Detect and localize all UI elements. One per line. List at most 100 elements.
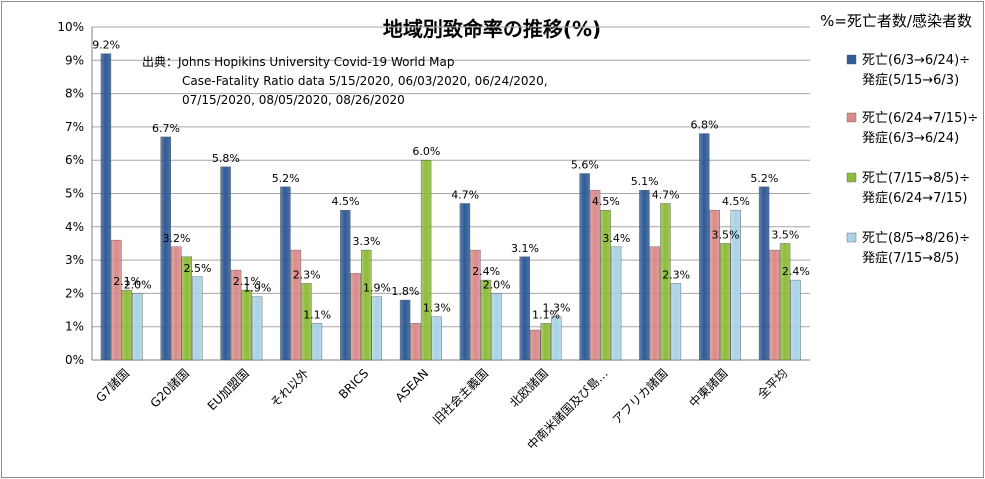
data-label: 5.2%	[272, 172, 300, 185]
x-category-label: アフリカ諸国	[609, 366, 671, 428]
data-label: 4.7%	[652, 188, 680, 201]
bar	[600, 209, 611, 361]
bar	[790, 279, 801, 361]
data-label: 2.3%	[293, 268, 321, 281]
data-label: 9.2%	[92, 39, 120, 52]
y-tick-label: 3%	[65, 253, 84, 267]
bar	[769, 249, 780, 361]
bar	[720, 243, 731, 361]
data-label: 3.5%	[712, 228, 740, 241]
x-category-label: EU加盟国	[205, 366, 252, 413]
data-label: 4.7%	[451, 188, 479, 201]
data-label: 6.7%	[152, 122, 180, 135]
bar	[171, 246, 182, 361]
data-label: 1.9%	[363, 282, 391, 295]
y-tick-label: 6%	[65, 153, 84, 167]
data-label: 2.1%	[113, 275, 141, 288]
bar	[220, 166, 231, 361]
bar	[132, 293, 143, 361]
x-category-label: 旧社会主義国	[430, 366, 492, 428]
x-category-label: ASEAN	[393, 366, 432, 405]
chart-title: 地域別致命率の推移(%)	[383, 17, 601, 41]
data-label: 4.5%	[592, 195, 620, 208]
bar	[160, 136, 171, 361]
y-tick-label: 7%	[65, 120, 84, 134]
x-category-label: 全平均	[754, 366, 790, 402]
data-labels: 9.2%2.1%2.0%6.7%3.2%2.5%5.8%2.1%1.9%5.2%…	[92, 39, 810, 322]
bar	[660, 203, 671, 361]
bar	[241, 289, 252, 361]
data-label: 3.3%	[353, 235, 381, 248]
bar	[779, 243, 791, 361]
data-label: 3.1%	[511, 242, 539, 255]
bar	[410, 323, 421, 361]
bar	[350, 273, 361, 361]
legend-label: 発症(7/15→8/5)	[862, 251, 959, 266]
bar	[639, 189, 650, 361]
legend-label: 発症(6/3→6/24)	[862, 131, 959, 146]
bar	[251, 296, 263, 361]
data-label: 3.5%	[771, 228, 799, 241]
data-label: 1.8%	[391, 285, 419, 298]
bar	[699, 133, 710, 361]
source-line-1: 出典：Johns Hopikins University Covid-19 Wo…	[142, 55, 455, 69]
x-category-label: BRICS	[336, 366, 371, 401]
data-label: 2.4%	[782, 265, 810, 278]
data-label: 1.9%	[243, 282, 271, 295]
data-label: 4.5%	[722, 195, 750, 208]
bar	[589, 189, 601, 361]
data-label: 2.0%	[124, 278, 152, 291]
y-tick-label: 4%	[65, 220, 84, 234]
legend-swatch	[846, 232, 857, 243]
y-tick-label: 5%	[65, 187, 84, 201]
legend-label: 死亡(6/24→7/15)÷	[862, 111, 978, 126]
source-line-3: 07/15/2020, 08/05/2020, 08/26/2020	[182, 93, 405, 107]
x-axis-categories: G7諸国 G20諸国 EU加盟国 それ以外 BRICS ASEAN 旧社会主義国 北欧諸国中南…	[92, 366, 790, 453]
bars	[100, 53, 801, 361]
data-label: 1.3%	[543, 302, 571, 315]
data-label: 3.4%	[602, 232, 630, 245]
gridlines	[91, 26, 810, 361]
bar	[121, 289, 133, 361]
legend-swatch	[846, 54, 857, 65]
bar	[192, 276, 203, 361]
data-label: 5.1%	[631, 175, 659, 188]
x-category-label: それ以外	[268, 366, 312, 410]
bar	[100, 53, 112, 361]
bar	[649, 246, 661, 361]
bar	[340, 209, 351, 361]
y-tick-label: 9%	[65, 53, 84, 67]
y-tick-label: 1%	[65, 320, 84, 334]
legend-label: 発症(5/15→6/3)	[862, 73, 959, 88]
legend: 死亡(6/3→6/24)÷ 発症(5/15→6/3) 死亡(6/24→7/15)÷ 発…	[846, 53, 978, 266]
data-label: 1.1%	[532, 308, 560, 321]
legend-swatch	[846, 172, 857, 183]
data-label: 5.6%	[571, 159, 599, 172]
x-category-label: 中東諸国	[686, 366, 731, 411]
legend-label: 死亡(6/3→6/24)÷	[862, 53, 970, 68]
data-label: 2.5%	[184, 262, 212, 275]
data-label: 4.5%	[332, 195, 360, 208]
bar	[758, 186, 770, 361]
x-category-label: 北欧諸国	[506, 366, 551, 411]
source-line-2: Case-Fatality Ratio data 5/15/2020, 06/0…	[182, 74, 548, 88]
bar	[579, 173, 590, 361]
x-category-label: G7諸国	[92, 366, 132, 406]
legend-label: 死亡(8/5→8/26)÷	[862, 231, 970, 246]
data-label: 6.0%	[412, 145, 440, 158]
bar	[670, 283, 682, 361]
bar	[709, 209, 720, 361]
bar	[610, 246, 622, 361]
bar	[301, 283, 312, 361]
legend-label: 死亡(7/15→8/5)÷	[862, 171, 970, 186]
bar	[280, 186, 291, 361]
y-axis-ticks: 0% 1% 2% 3% 4% 5% 6% 7% 8% 9% 10%	[57, 20, 84, 367]
bar	[540, 323, 551, 361]
data-label: 2.4%	[472, 265, 500, 278]
data-label: 1.3%	[423, 302, 451, 315]
bar	[551, 316, 562, 361]
bar	[530, 329, 541, 361]
bar	[230, 269, 242, 361]
bar	[111, 239, 122, 361]
